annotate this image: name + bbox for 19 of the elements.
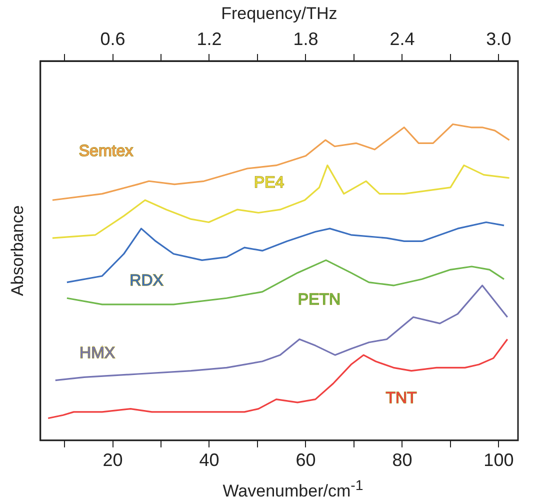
series-label: HMX [80,345,116,362]
x2-tick-label: 2.4 [390,29,415,50]
series-label: RDX [130,272,164,290]
series-label: TNT [386,390,418,407]
y-axis-title: Absorbance [8,205,27,296]
x2-tick-label: 1.2 [196,29,222,50]
x2-axis-title: Frequency/THz [221,4,338,23]
x-tick-label: 100 [484,450,514,470]
x2-tick-label: 3.0 [486,29,512,50]
series-label: PETN [298,292,341,309]
series-label: PE4 [254,174,284,192]
x2-tick-label: 1.8 [293,29,318,50]
x-axis-title: Wavenumber/cm$^{-1}$ [222,478,364,501]
x-tick-label: 40 [199,450,220,470]
x-tick-label: 80 [392,450,412,470]
x2-tick-label: 0.6 [100,29,126,50]
x-tick-label: 20 [102,450,123,470]
series-label: Semtex [78,142,134,160]
x-tick-label: 60 [296,450,316,470]
